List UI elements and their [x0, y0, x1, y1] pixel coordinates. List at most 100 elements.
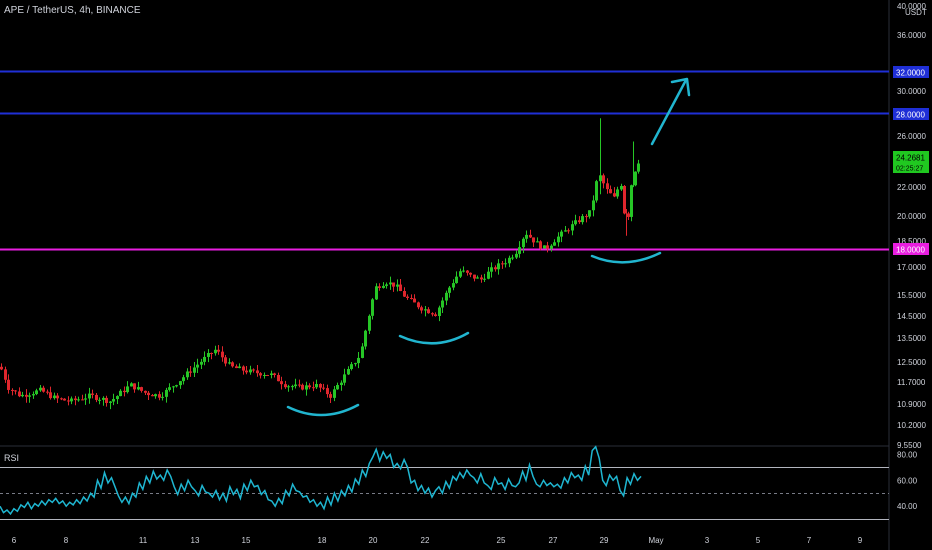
candle-body — [385, 284, 388, 286]
time-tick-label: 29 — [600, 536, 609, 545]
candle-body — [140, 387, 143, 391]
candle-body — [175, 385, 178, 387]
candle-body — [595, 181, 598, 201]
price-level-tag: 32.0000 — [896, 69, 925, 78]
price-tick-label: 10.9000 — [897, 400, 926, 409]
candle-body — [287, 386, 290, 388]
candle-body — [4, 369, 7, 380]
candle-body — [284, 384, 287, 388]
candle-body — [91, 393, 94, 395]
candle-body — [364, 330, 367, 347]
time-tick-label: 7 — [807, 536, 812, 545]
candle-body — [448, 287, 451, 293]
candle-body — [497, 263, 500, 270]
time-tick-label: 3 — [705, 536, 710, 545]
candle-body — [109, 401, 112, 403]
price-level-tag-bg — [893, 108, 929, 120]
candle-body — [434, 314, 437, 317]
candle-body — [70, 398, 73, 402]
candle-body — [252, 369, 255, 371]
price-tick-label: 13.5000 — [897, 334, 926, 343]
candle-body — [420, 307, 423, 311]
candle-body — [214, 349, 217, 354]
candle-body — [217, 349, 220, 352]
price-level-tag-bg — [893, 66, 929, 78]
candle-body — [270, 373, 273, 375]
time-tick-label: 6 — [12, 536, 17, 545]
candle-body — [396, 284, 399, 287]
candle-body — [504, 263, 507, 265]
candle-body — [462, 270, 465, 272]
horizontal-levels[interactable] — [0, 70, 889, 251]
candle-body — [186, 371, 189, 378]
candle-body — [308, 385, 311, 388]
candle-body — [557, 236, 560, 243]
candle-body — [389, 282, 392, 285]
candle-body — [413, 298, 416, 303]
candle-body — [126, 386, 129, 393]
candle-body — [427, 309, 430, 314]
candle-body — [53, 395, 56, 399]
candle-body — [378, 286, 381, 288]
annotations[interactable] — [286, 77, 691, 417]
candle-body — [609, 189, 612, 194]
rounding-bottom-arc-1 — [286, 403, 360, 417]
candle-body — [553, 242, 556, 246]
candle-body — [392, 282, 395, 287]
price-axis[interactable]: 40.0000 36.0000 32.0000 30.0000 28.0000 26.00… — [893, 2, 929, 511]
candle-body — [473, 274, 476, 279]
candle-body — [480, 277, 483, 280]
candle-body — [574, 220, 577, 225]
last-price-tag-bg — [893, 151, 929, 173]
candle-body — [189, 371, 192, 373]
candle-body — [74, 398, 77, 401]
candle-body — [18, 391, 21, 397]
candle-body — [235, 366, 238, 369]
candle-body — [130, 383, 133, 387]
time-tick-label: May — [648, 536, 663, 545]
candle-body — [602, 175, 605, 184]
candle-body — [207, 352, 210, 357]
projection-arrow-shaft — [650, 78, 688, 146]
time-tick-label: 8 — [64, 536, 69, 545]
time-axis[interactable]: 6 8 11 13 15 18 20 22 25 27 29 May 3 5 7 9 — [12, 536, 863, 545]
candle-body — [298, 384, 301, 386]
candle-body — [487, 271, 490, 279]
rsi-label: RSI — [4, 453, 20, 463]
candle-body — [445, 292, 448, 301]
candle-body — [273, 373, 276, 375]
candle-body — [630, 185, 633, 217]
candle-body — [452, 283, 455, 288]
candle-body — [224, 357, 227, 364]
candle-body — [550, 245, 553, 249]
rsi-pane — [0, 445, 889, 520]
time-tick-label: 5 — [756, 536, 761, 545]
price-tick-label: 20.0000 — [897, 212, 926, 221]
candle-body — [340, 382, 343, 386]
time-tick-label: 13 — [191, 536, 200, 545]
candle-body — [165, 389, 168, 397]
candle-body — [455, 276, 458, 284]
candle-body — [144, 390, 147, 393]
candle-body — [46, 391, 49, 393]
candle-body — [354, 363, 357, 365]
candle-body — [368, 315, 371, 331]
candle-body — [14, 390, 17, 392]
candle-body — [238, 366, 241, 369]
currency-label: USDT — [905, 8, 927, 17]
time-tick-label: 27 — [549, 536, 558, 545]
price-tick-label: 9.5500 — [897, 441, 922, 450]
candle-body — [312, 387, 315, 389]
time-tick-label: 22 — [421, 536, 430, 545]
candle-body — [228, 362, 231, 364]
candle-body — [525, 234, 528, 239]
candle-body — [529, 234, 532, 238]
candle-body — [112, 399, 115, 402]
candle-body — [592, 200, 595, 211]
candle-body — [329, 394, 332, 398]
candle-body — [588, 210, 591, 217]
last-price-tag: 24.2681 — [896, 154, 925, 163]
time-tick-label: 25 — [497, 536, 506, 545]
candle-body — [494, 267, 497, 270]
